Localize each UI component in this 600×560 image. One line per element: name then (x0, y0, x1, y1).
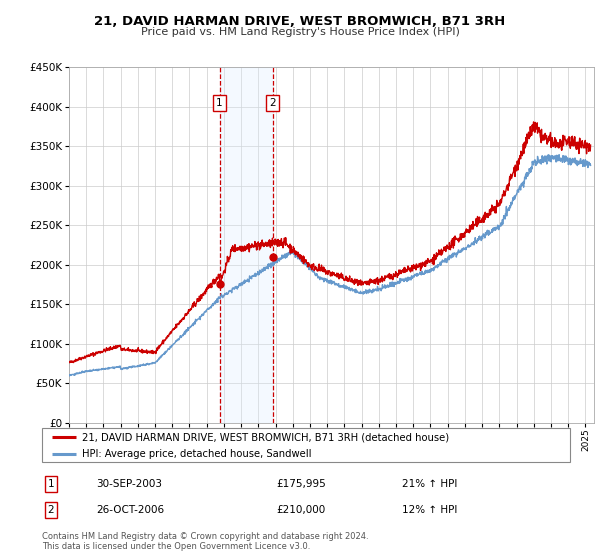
Text: HPI: Average price, detached house, Sandwell: HPI: Average price, detached house, Sand… (82, 449, 311, 459)
Text: 2: 2 (269, 98, 276, 108)
Text: 2: 2 (47, 505, 55, 515)
Text: £210,000: £210,000 (276, 505, 325, 515)
Text: Price paid vs. HM Land Registry's House Price Index (HPI): Price paid vs. HM Land Registry's House … (140, 27, 460, 37)
Text: 1: 1 (217, 98, 223, 108)
Text: This data is licensed under the Open Government Licence v3.0.: This data is licensed under the Open Gov… (42, 542, 310, 550)
Text: 1: 1 (47, 479, 55, 489)
Text: £175,995: £175,995 (276, 479, 326, 489)
Text: 30-SEP-2003: 30-SEP-2003 (96, 479, 162, 489)
Text: 21% ↑ HPI: 21% ↑ HPI (402, 479, 457, 489)
FancyBboxPatch shape (42, 428, 570, 462)
Text: 12% ↑ HPI: 12% ↑ HPI (402, 505, 457, 515)
Bar (220, 67, 272, 423)
Text: 21, DAVID HARMAN DRIVE, WEST BROMWICH, B71 3RH (detached house): 21, DAVID HARMAN DRIVE, WEST BROMWICH, B… (82, 432, 449, 442)
Text: 21, DAVID HARMAN DRIVE, WEST BROMWICH, B71 3RH: 21, DAVID HARMAN DRIVE, WEST BROMWICH, B… (94, 15, 506, 28)
Text: Contains HM Land Registry data © Crown copyright and database right 2024.: Contains HM Land Registry data © Crown c… (42, 532, 368, 541)
Text: 26-OCT-2006: 26-OCT-2006 (96, 505, 164, 515)
